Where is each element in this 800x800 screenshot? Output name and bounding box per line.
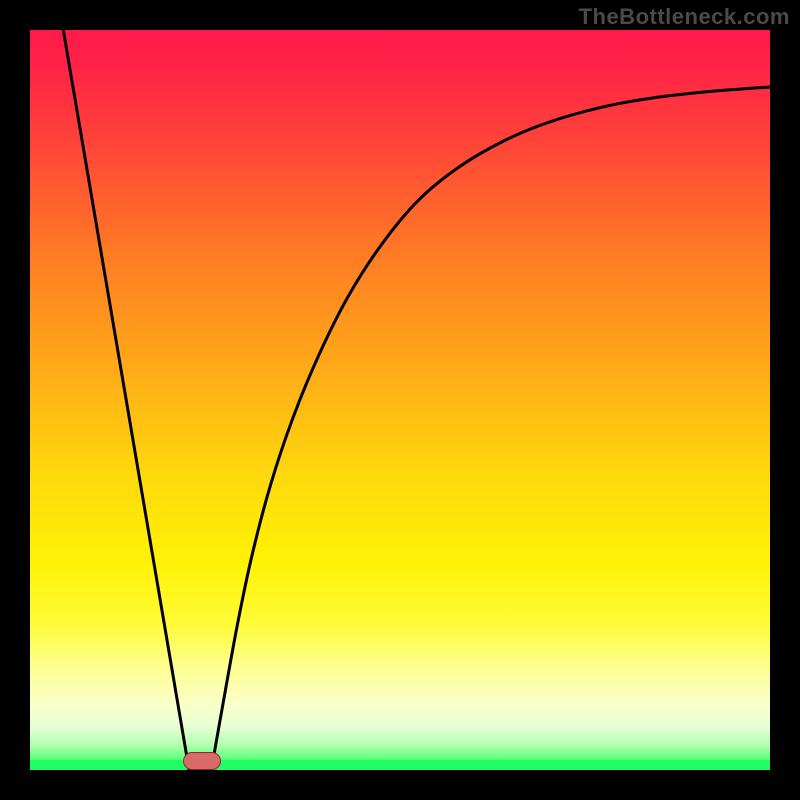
watermark-text: TheBottleneck.com [579,4,790,30]
plot-area [30,30,770,770]
chart-container: TheBottleneck.com [0,0,800,800]
optimum-marker [183,752,221,770]
bottleneck-curve [30,30,770,770]
